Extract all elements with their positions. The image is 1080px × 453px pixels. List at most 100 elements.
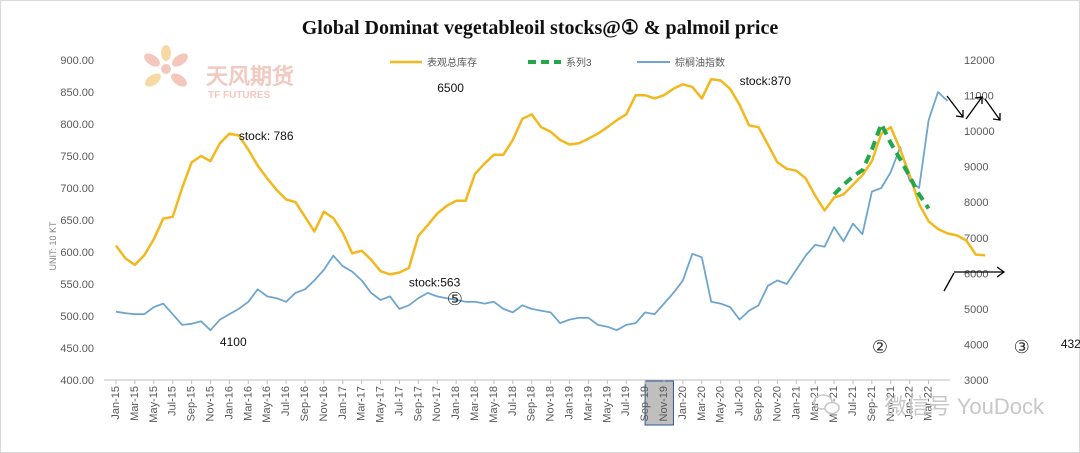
arrow-down-icon xyxy=(946,95,964,118)
x-tick-label: Jul-17 xyxy=(393,386,405,416)
legend: 表观总库存 系列3 棕榈油指数 xyxy=(390,56,725,69)
y2-tick-label: 6000 xyxy=(964,268,988,280)
y2-tick-label: 8000 xyxy=(964,197,988,209)
x-tick-label: May-19 xyxy=(601,386,613,423)
series-line-3 xyxy=(115,91,949,332)
x-tick-label: Nov-15 xyxy=(204,386,216,421)
annotation-label: ③ xyxy=(1014,337,1030,358)
x-tick-label: Jul-15 xyxy=(167,386,179,416)
left-axis: 400.00 450.00 500.00 550.00 600.00 650.00 700.… xyxy=(60,55,94,387)
x-tick-label: Sep-16 xyxy=(299,386,311,421)
x-tick-label: Mar-22 xyxy=(923,386,935,421)
x-tick-label: Jul-16 xyxy=(280,386,292,416)
series-layer xyxy=(114,77,986,332)
x-tick-label: May-17 xyxy=(375,386,387,423)
x-tick-label: Nov-18 xyxy=(545,386,557,421)
highlight-boxes xyxy=(644,380,674,426)
x-tick-label: Mar-17 xyxy=(356,386,368,421)
y2-tick-label: 3000 xyxy=(964,375,988,387)
arrow-up-icon xyxy=(965,96,983,120)
x-tick-label: Jan-20 xyxy=(677,386,689,420)
x-tick-label: May-16 xyxy=(261,386,273,423)
y-tick-label: 700.00 xyxy=(60,183,94,195)
x-tick-label: Mar-16 xyxy=(242,386,254,421)
x-tick-label: Sep-15 xyxy=(186,386,198,421)
x-tick-label: Jan-22 xyxy=(904,386,916,420)
legend-item-palm: 棕榈油指数 xyxy=(637,56,725,69)
y2-tick-label: 10000 xyxy=(964,126,995,138)
wechat-icon xyxy=(813,394,840,415)
arrow-up-icon xyxy=(943,272,955,292)
x-tick-label: Jul-18 xyxy=(507,386,519,416)
x-tick-label: Jan-16 xyxy=(223,386,235,420)
y2-tick-label: 9000 xyxy=(964,162,988,174)
y-tick-label: 750.00 xyxy=(60,151,94,163)
logo-cn-text: 天风期货 xyxy=(206,64,294,89)
highlight-box-1 xyxy=(644,380,674,426)
annotation-label: 4100 xyxy=(220,335,247,349)
x-tick-label: Sep-17 xyxy=(412,386,424,421)
x-tick-label: Jan-18 xyxy=(450,386,462,420)
arrow-down-icon xyxy=(984,98,1001,121)
x-tick-label: May-18 xyxy=(488,386,500,423)
x-tick-label: Nov-19 xyxy=(658,386,670,421)
y2-tick-label: 11000 xyxy=(964,91,994,103)
annotations: stock: 786 6500 stock:870 stock:563 4100 4328… xyxy=(220,74,1080,358)
y-tick-label: 400.00 xyxy=(60,375,94,387)
legend-label-palm: 棕榈油指数 xyxy=(675,56,725,69)
legend-item-stock: 表观总库存 xyxy=(390,56,477,69)
y-tick-label: 850.00 xyxy=(60,87,94,99)
annotation-label: stock:870 xyxy=(740,74,792,88)
x-tick-label: Nov-17 xyxy=(431,386,443,421)
logo-en-text: TF FUTURES xyxy=(208,90,271,101)
x-tick-label: Sep-19 xyxy=(639,386,651,421)
arrow-right-icon xyxy=(954,266,1006,278)
y-tick-label: 500.00 xyxy=(60,311,94,323)
x-tick-label: Sep-18 xyxy=(526,386,538,421)
legend-item-series3: 系列3 xyxy=(528,56,592,69)
y-tick-label: 900.00 xyxy=(60,55,94,67)
legend-label-series3: 系列3 xyxy=(566,56,592,69)
legend-label-stock: 表观总库存 xyxy=(427,56,477,69)
x-tick-label: Nov-20 xyxy=(771,386,783,421)
y-tick-label: 600.00 xyxy=(60,247,94,259)
y2-tick-label: 12000 xyxy=(964,55,995,67)
annotation-label: stock:563 xyxy=(409,276,461,290)
x-tick-label: Jul-19 xyxy=(620,386,632,416)
x-tick-label: Mar-20 xyxy=(696,386,708,421)
x-tick-label: Sep-20 xyxy=(752,386,764,421)
annotation-label: 4328 xyxy=(1061,337,1080,351)
x-axis: Jan-15 Mar-15 May-15 Jul-15 Sep-15 Nov-15 Jan-… xyxy=(110,380,935,423)
series-line-1 xyxy=(114,77,986,276)
chart-title: Global Dominat vegetableoil stocks@① & p… xyxy=(302,17,779,39)
y2-tick-label: 5000 xyxy=(964,304,988,316)
x-tick-label: Jan-15 xyxy=(110,386,122,420)
x-tick-label: Mar-15 xyxy=(129,386,141,421)
x-tick-label: Jan-17 xyxy=(337,386,349,420)
annotation-label: 6500 xyxy=(437,81,464,95)
x-tick-label: Jan-19 xyxy=(564,386,576,420)
x-tick-label: Nov-21 xyxy=(885,386,897,421)
x-tick-label: Mar-18 xyxy=(469,386,481,421)
x-tick-label: Jan-21 xyxy=(790,386,802,420)
tf-futures-logo: 天风期货 TF FUTURES xyxy=(144,45,294,101)
x-tick-label: Nov-16 xyxy=(318,386,330,421)
series-line-2 xyxy=(832,122,931,210)
y-tick-label: 800.00 xyxy=(60,119,94,131)
wechat-watermark: 微信号 YouDock xyxy=(885,394,1045,419)
y-tick-label: 450.00 xyxy=(60,343,94,355)
x-tick-label: Sep-21 xyxy=(866,386,878,421)
x-tick-label: May-20 xyxy=(715,386,727,423)
x-tick-label: Mar-19 xyxy=(582,386,594,421)
x-tick-label: May-15 xyxy=(148,386,160,423)
x-tick-label: Jul-20 xyxy=(734,386,746,416)
x-tick-label: Mar-21 xyxy=(809,386,821,421)
y-tick-label: 550.00 xyxy=(60,279,94,291)
flower-icon xyxy=(144,45,188,87)
x-tick-label: Jul-21 xyxy=(847,386,859,416)
y2-tick-label: 7000 xyxy=(964,233,988,245)
trend-arrows xyxy=(943,95,1006,292)
y-tick-label: 650.00 xyxy=(60,215,94,227)
right-axis: 3000 4000 5000 6000 7000 8000 9000 10000 11000 12… xyxy=(964,55,995,387)
